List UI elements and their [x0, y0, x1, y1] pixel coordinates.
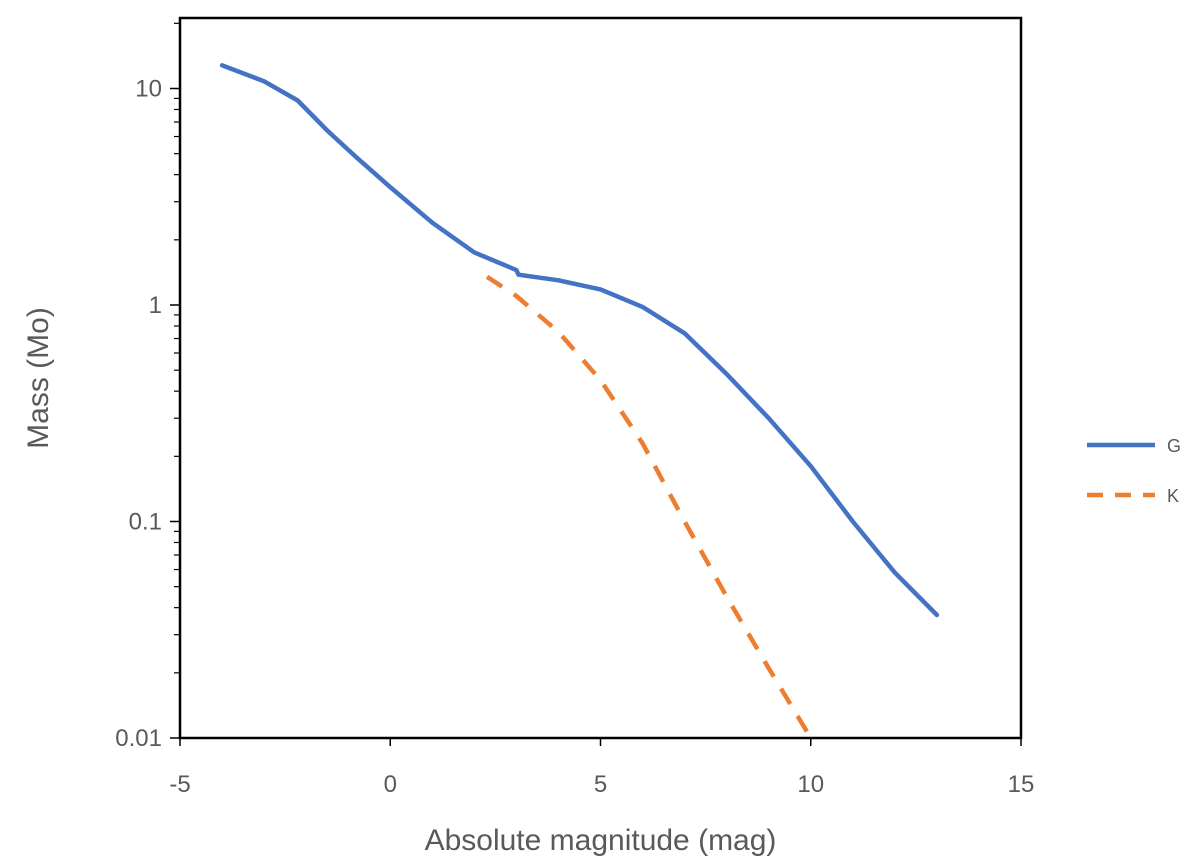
x-tick-label: 5 — [594, 771, 607, 798]
series-layer — [219, 63, 940, 740]
y-tick-label: 0.01 — [115, 725, 162, 752]
plot-area — [178, 16, 1023, 740]
legend-label-k: K — [1167, 486, 1179, 506]
x-tick-label: 0 — [384, 771, 397, 798]
x-tick-label: 10 — [797, 771, 824, 798]
y-tick-label: 0.1 — [129, 509, 162, 536]
y-tick-label: 10 — [135, 76, 162, 103]
x-tick-label: -5 — [169, 771, 190, 798]
legend: GK — [1087, 436, 1181, 506]
legend-label-g: G — [1167, 436, 1181, 456]
y-tick-label: 1 — [149, 292, 162, 319]
series-line-g — [219, 63, 940, 618]
x-axis-title: Absolute magnitude (mag) — [425, 824, 777, 857]
y-axis: 0.01 0.1 1 10 — [115, 22, 180, 752]
y-axis-title: Mass (Mo) — [22, 307, 55, 449]
plot-frame — [178, 16, 1023, 740]
series-line-k — [485, 274, 813, 740]
x-tick-label: 15 — [1008, 771, 1035, 798]
x-axis: -5 0 5 10 15 — [169, 738, 1034, 798]
